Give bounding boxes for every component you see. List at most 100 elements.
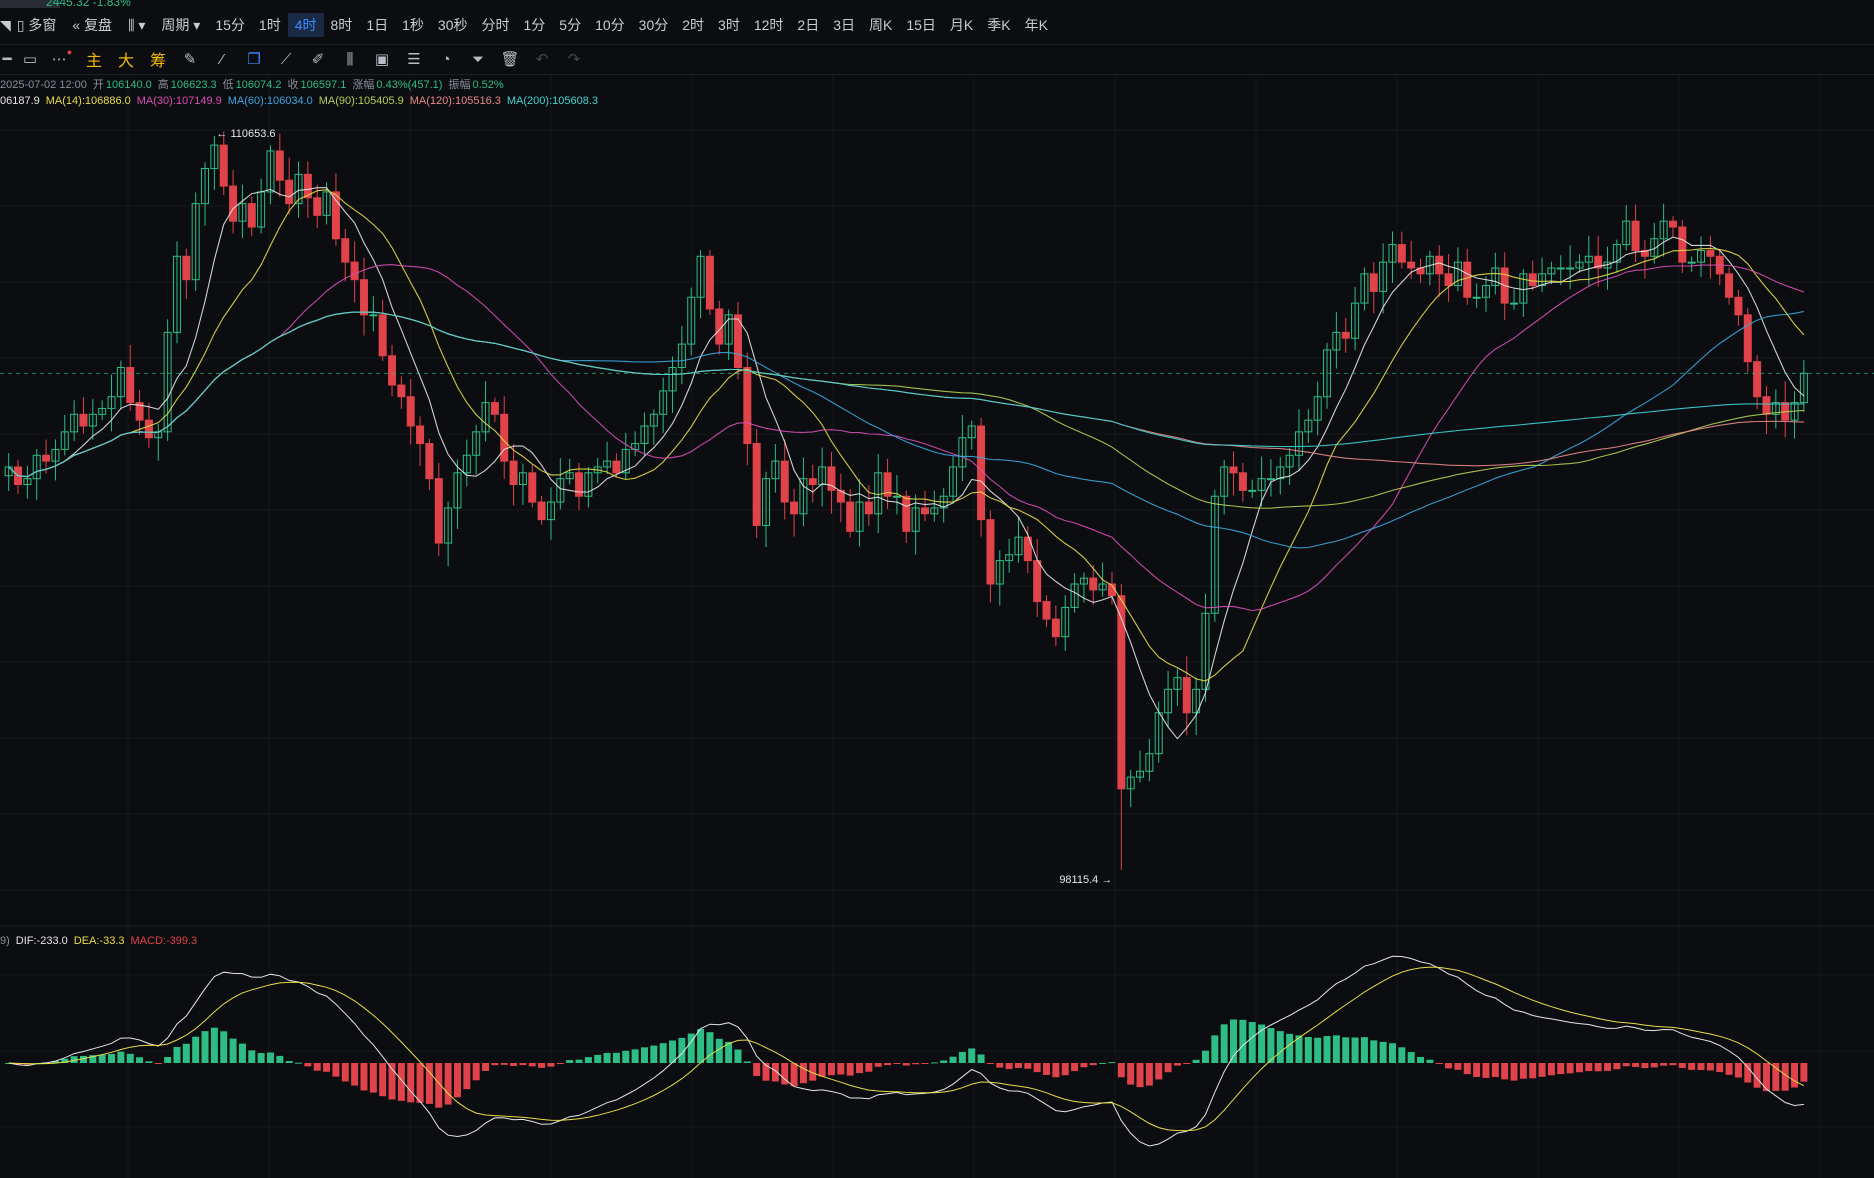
redo-icon[interactable]: ↷ [567,51,581,68]
candle-body [902,495,911,532]
macd-bar [799,1063,807,1084]
timeframe-5[interactable]: 1秒 [402,17,424,33]
timeframe-10[interactable]: 10分 [595,17,625,33]
timeframe-4[interactable]: 1日 [366,17,389,33]
timeframe-2[interactable]: 4时 [287,13,324,37]
candle-body [1453,261,1462,287]
macd-bar [416,1063,424,1103]
period-button[interactable]: 周期 ▾ [161,17,201,33]
ma-legend: 06187.9 MA(14):106886.0 MA(30):107149.9 MA(… [0,95,604,107]
ma200-line [8,311,1804,478]
timeframe-1[interactable]: 1时 [258,17,281,33]
macd-bar [1725,1063,1733,1075]
candle-body [1734,296,1743,316]
ma200-value: MA(200):105608.3 [506,95,599,107]
pattern-icon[interactable]: ⫼ [346,50,354,68]
macd-bar [884,1063,892,1066]
chips-button[interactable]: 筹 [149,53,166,70]
more-icon[interactable]: ⋯ ● [51,47,73,68]
macd-bar [940,1060,948,1063]
candle-body [1360,273,1369,304]
macd-bar [220,1031,228,1063]
line-tool-icon[interactable]: ━ [2,51,12,68]
timeframe-14[interactable]: 12时 [753,17,784,33]
timeframe-13[interactable]: 3时 [718,17,740,33]
chart-type-button[interactable]: ⫼ ▾ [128,16,146,33]
candle-body [752,443,761,526]
macd-bar [1360,1037,1368,1063]
lock-icon[interactable]: ▣ [374,51,390,68]
candle-body [1276,466,1285,480]
candle-body [1753,361,1762,398]
back-icon[interactable]: ◥ [0,16,11,33]
macd-bar [1155,1063,1163,1080]
candle-body [537,501,546,521]
candle-body [696,255,705,298]
macd-bar [1622,1063,1630,1067]
copy-icon[interactable]: ❐ [247,51,261,68]
candle-body [1145,753,1154,772]
macd-bar [865,1063,873,1072]
macd-bar [1454,1063,1462,1070]
pen-icon[interactable]: ✐ [311,51,325,68]
multi-window-button[interactable]: ▯ 多窗 [16,17,57,33]
candle-body [1313,396,1322,421]
candle-body [818,466,827,486]
macd-bar [996,1063,1004,1068]
undo-icon[interactable]: ↶ [535,51,549,68]
macd-bar [1669,1063,1677,1066]
edit-icon[interactable]: ✎ [183,51,197,68]
candle-body [144,419,153,439]
candle-body [986,519,995,585]
timeframe-6[interactable]: 30秒 [437,17,468,33]
candle-body [1229,466,1238,474]
timeframe-11[interactable]: 30分 [638,17,669,33]
ma7-line [8,187,1805,740]
candle-body [1678,226,1687,263]
macd-bar [1258,1024,1266,1063]
macd-bar [397,1063,405,1101]
candle-body [163,331,172,433]
timeframe-19[interactable]: 月K [949,17,974,33]
timeframe-0[interactable]: 15分 [215,17,245,33]
timeframe-20[interactable]: 季K [987,17,1011,33]
filter-icon[interactable]: ⏷ [471,50,484,68]
candle-body [724,314,733,345]
main-indicator-button[interactable]: 主 [85,53,102,70]
macd-bar [1557,1063,1565,1075]
timeframe-3[interactable]: 8时 [330,17,353,33]
timeframe-8[interactable]: 1分 [523,17,546,33]
candle-body [1304,419,1313,433]
candle-body [1098,583,1107,591]
large-order-button[interactable]: 大 [117,53,134,70]
high-marker-value: 110653.6 [230,128,276,141]
high-marker-label: ← 110653.6 [216,128,276,141]
ma14-value: MA(14):106886.0 [45,95,131,107]
ruler-icon[interactable]: ⟋ [280,50,292,68]
period-label: 周期 [161,17,190,33]
candle-body [1051,618,1060,638]
timeframe-16[interactable]: 3日 [833,17,855,33]
magnet-icon[interactable]: ◔ [441,50,451,68]
candle-body [1668,220,1677,228]
candle-body [107,396,116,409]
trash-icon[interactable]: 🗑 [500,51,520,68]
candle-body [1631,220,1640,251]
info-low: 106074.2 [235,79,282,91]
timeframe-15[interactable]: 2日 [797,17,820,33]
macd-bar [351,1063,359,1086]
rect-tool-icon[interactable]: ▭ [22,51,38,68]
macd-bar [126,1053,134,1063]
timeframe-18[interactable]: 15日 [906,17,936,33]
timeframe-17[interactable]: 周K [869,17,893,33]
timeframe-7[interactable]: 分时 [481,17,510,33]
timeframe-9[interactable]: 5分 [559,17,582,33]
template-icon[interactable]: ☰ [407,51,421,68]
timeframe-12[interactable]: 2时 [682,17,705,33]
timeframe-21[interactable]: 年K [1024,17,1048,33]
candle-body [1472,296,1481,299]
replay-button[interactable]: « 复盘 [72,17,113,33]
brush-icon[interactable]: ⁄ [220,50,224,68]
candle-body [528,472,537,503]
